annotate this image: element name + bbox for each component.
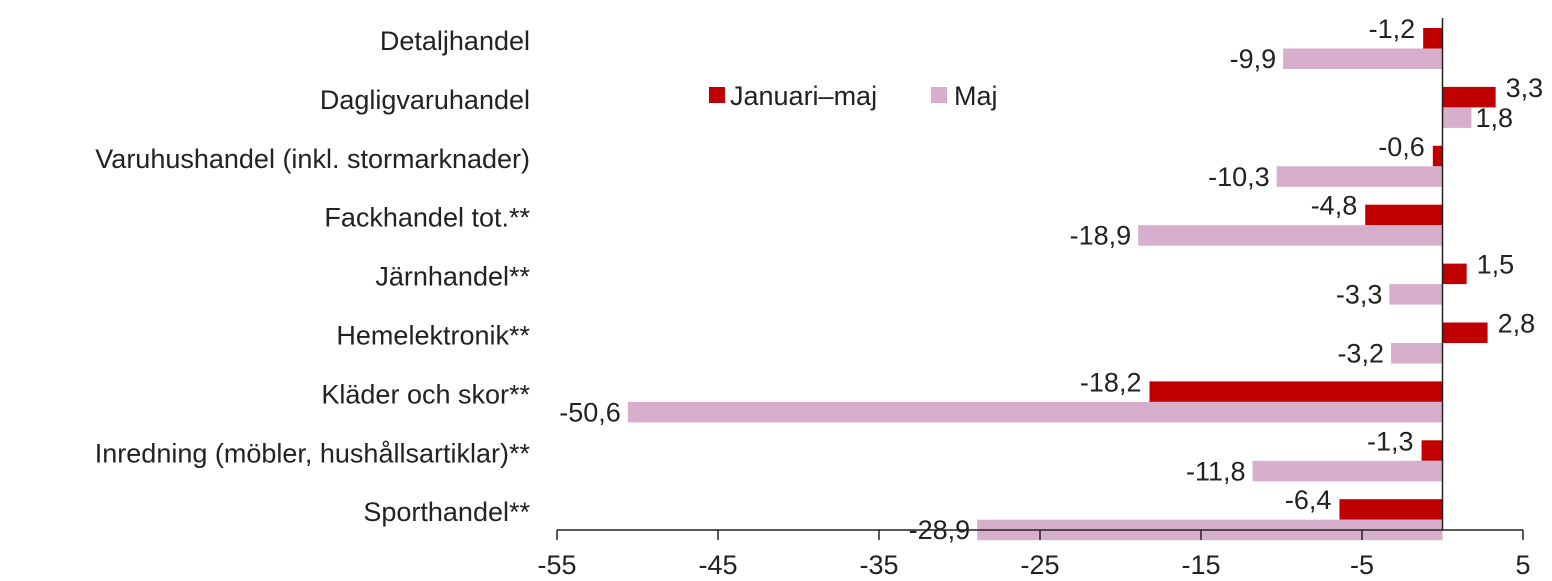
bar-januari-maj-jarnhandel <box>1442 263 1467 285</box>
data-label-januari-maj-sporthandel: -6,4 <box>1285 485 1332 515</box>
x-tick-label: -15 <box>1181 550 1220 580</box>
data-label-januari-maj-dagligvaruhandel: 3,3 <box>1506 73 1544 103</box>
legend-label-januari-maj: Januari–maj <box>730 81 877 111</box>
category-label-dagligvaruhandel: Dagligvaruhandel <box>320 85 530 115</box>
data-label-januari-maj-detaljhandel: -1,2 <box>1369 14 1416 44</box>
data-label-maj-varuhushandel-inkl-stormarknader: -10,3 <box>1208 162 1270 192</box>
category-label-fackhandel-tot: Fackhandel tot.** <box>324 203 530 233</box>
category-label-klader-och-skor: Kläder och skor** <box>321 379 530 409</box>
data-label-maj-dagligvaruhandel: 1,8 <box>1475 103 1513 133</box>
data-label-maj-detaljhandel: -9,9 <box>1230 44 1277 74</box>
category-label-varuhushandel-inkl-stormarknader: Varuhushandel (inkl. stormarknader) <box>95 144 530 174</box>
data-label-maj-inredning-mobler-hushallsartiklar: -11,8 <box>1186 456 1246 486</box>
data-label-maj-sporthandel: -28,9 <box>909 515 971 545</box>
x-tick-label: -55 <box>537 550 576 580</box>
data-labels: -1,2 -9,9 3,31,8 -0,6 -10,3 -4,8 -18,9 1,5 -3,3 2… <box>559 14 1543 545</box>
x-tick-label: 5 <box>1515 550 1530 580</box>
bars-group <box>627 28 1496 541</box>
bar-maj-klader-och-skor <box>627 401 1443 423</box>
category-label-jarnhandel: Järnhandel** <box>375 262 530 292</box>
data-label-januari-maj-klader-och-skor: -18,2 <box>1080 367 1142 397</box>
data-label-maj-jarnhandel: -3,3 <box>1336 280 1383 310</box>
data-label-januari-maj-fackhandel-tot: -4,8 <box>1311 191 1358 221</box>
bar-maj-inredning-mobler-hushallsartiklar <box>1252 460 1443 482</box>
bar-maj-varuhushandel-inkl-stormarknader <box>1276 166 1443 187</box>
bar-januari-maj-klader-och-skor <box>1149 381 1443 402</box>
legend-swatch-januari-maj <box>709 87 725 103</box>
x-tick-label: -35 <box>859 550 898 580</box>
category-label-inredning-mobler-hushallsartiklar: Inredning (möbler, hushållsartiklar)** <box>95 438 531 468</box>
x-tick-label: -5 <box>1350 550 1374 580</box>
bar-maj-fackhandel-tot <box>1138 225 1443 246</box>
category-label-sporthandel: Sporthandel** <box>363 497 530 527</box>
bar-januari-maj-hemelektronik <box>1442 322 1488 343</box>
category-label-hemelektronik: Hemelektronik** <box>336 321 530 351</box>
category-labels: Detaljhandel Dagligvaruhandel Varuhushande… <box>95 26 531 527</box>
x-tick-label: -45 <box>698 550 737 580</box>
bar-maj-jarnhandel <box>1389 284 1443 305</box>
legend: Januari–maj Maj <box>709 81 998 111</box>
legend-label-maj: Maj <box>954 81 998 111</box>
data-label-maj-klader-och-skor: -50,6 <box>559 397 621 427</box>
bar-maj-hemelektronik <box>1390 343 1443 364</box>
x-tick-label: -25 <box>1020 550 1059 580</box>
bar-januari-maj-inredning-mobler-hushallsartiklar <box>1421 440 1443 461</box>
data-label-januari-maj-varuhushandel-inkl-stormarknader: -0,6 <box>1378 132 1425 162</box>
legend-swatch-maj <box>931 87 947 103</box>
bar-maj-dagligvaruhandel <box>1442 107 1472 128</box>
data-label-januari-maj-hemelektronik: 2,8 <box>1498 309 1536 339</box>
data-label-maj-fackhandel-tot: -18,9 <box>1070 221 1132 251</box>
bar-maj-detaljhandel <box>1283 48 1443 69</box>
data-label-januari-maj-inredning-mobler-hushallsartiklar: -1,3 <box>1367 426 1414 456</box>
x-axis: -55 -45 -35 -25 -15 -5 5 <box>537 529 1531 580</box>
category-label-detaljhandel: Detaljhandel <box>380 26 530 56</box>
data-label-januari-maj-jarnhandel: 1,5 <box>1477 250 1515 280</box>
bar-januari-maj-fackhandel-tot <box>1365 204 1443 226</box>
bar-januari-maj-detaljhandel <box>1423 28 1443 49</box>
bar-januari-maj-dagligvaruhandel <box>1442 86 1496 108</box>
bar-januari-maj-varuhushandel-inkl-stormarknader <box>1432 145 1443 167</box>
data-label-maj-hemelektronik: -3,2 <box>1337 339 1384 369</box>
bar-januari-maj-sporthandel <box>1339 499 1443 520</box>
